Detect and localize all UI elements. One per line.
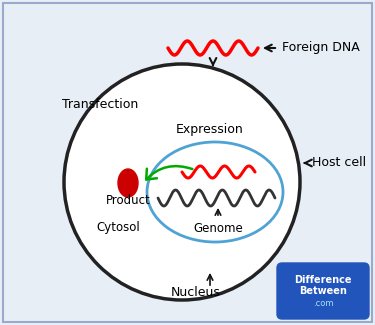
Text: Host cell: Host cell [312,157,366,170]
Text: Transfection: Transfection [62,98,138,111]
Ellipse shape [147,142,283,242]
Text: .com: .com [313,298,333,307]
Text: Foreign DNA: Foreign DNA [282,42,360,55]
Text: Product: Product [106,193,150,206]
Text: Between: Between [299,286,347,296]
Text: Genome: Genome [193,222,243,235]
Text: Cytosol: Cytosol [96,222,140,235]
Text: Expression: Expression [176,124,244,136]
Text: Nucleus: Nucleus [171,285,221,298]
FancyBboxPatch shape [277,263,369,319]
Ellipse shape [118,169,138,197]
Text: Difference: Difference [294,275,352,285]
FancyArrowPatch shape [146,166,192,179]
Circle shape [64,64,300,300]
